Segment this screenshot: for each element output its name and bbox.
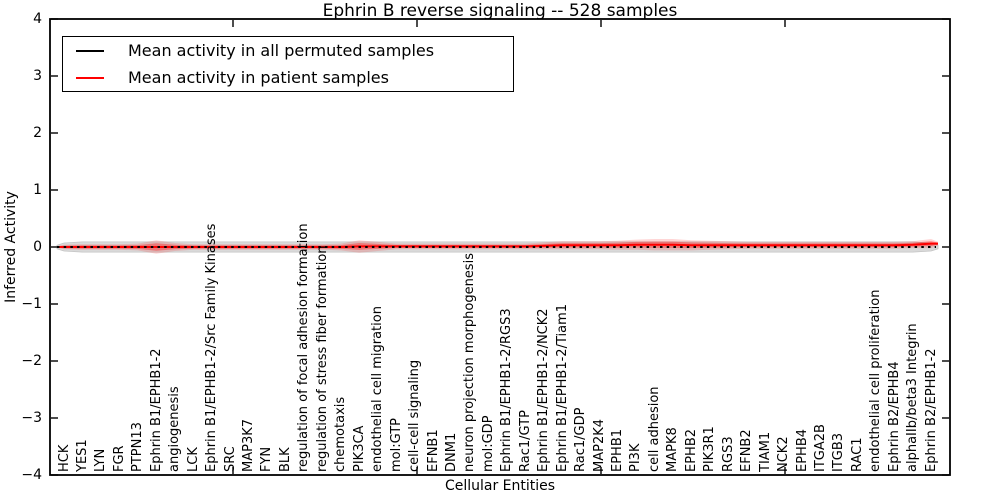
axes-spines — [49, 18, 951, 476]
y-tick-label: −4 — [21, 467, 42, 483]
y-tick-label: 4 — [33, 11, 42, 27]
x-tick-label: regulation of focal adhesion formation — [296, 223, 312, 472]
x-tick-label: Ephrin B2/EPHB1-2 — [923, 348, 939, 472]
x-tick-label: alphaIIb/beta3 Integrin — [905, 323, 921, 472]
legend: Mean activity in all permuted samples Me… — [62, 36, 514, 92]
x-tick-label: Ephrin B1/EPHB1-2/Src Family Kinases — [204, 223, 220, 472]
x-tick-label: ITGB3 — [831, 432, 847, 472]
legend-item-patient: Mean activity in patient samples — [63, 64, 513, 91]
x-tick-label: BLK — [277, 447, 293, 472]
x-tick-label: SRC — [222, 446, 238, 472]
x-tick-label: RGS3 — [720, 436, 736, 472]
y-tick-label: −2 — [21, 353, 42, 369]
legend-label: Mean activity in all permuted samples — [128, 41, 435, 60]
x-tick-label: LYN — [93, 448, 109, 472]
y-tick-label: 3 — [33, 68, 42, 84]
permuted-line-swatch — [76, 49, 104, 52]
x-tick-label: endothelial cell proliferation — [868, 289, 884, 473]
x-tick-label: EFNB1 — [425, 429, 441, 472]
x-tick-label: endothelial cell migration — [370, 306, 386, 472]
x-tick-label: EPHB1 — [610, 428, 625, 472]
x-tick-label: Ephrin B1/EPHB1-2/NCK2 — [536, 308, 552, 472]
x-tick-label: PI3K — [628, 443, 644, 472]
x-tick-label: Ephrin B1/EPHB1-2/Tiam1 — [554, 303, 570, 472]
x-tick-label: EPHB4 — [794, 428, 810, 472]
y-tick-label: 2 — [33, 125, 42, 141]
x-tick-label: angiogenesis — [167, 386, 183, 472]
x-tick-label: MAPK8 — [665, 427, 681, 472]
x-axis-label: Cellular Entities — [444, 478, 556, 494]
x-tick-label: PIK3CA — [351, 425, 367, 472]
patient-mean-line — [57, 242, 938, 248]
x-tick-label: FYN — [259, 446, 275, 472]
x-tick-label: PIK3R1 — [702, 426, 718, 472]
y-tick-label: 0 — [33, 239, 42, 255]
x-tick-label: NCK2 — [776, 436, 792, 472]
x-tick-label: MAP3K7 — [241, 418, 256, 472]
x-tick-label: regulation of stress fiber formation — [314, 245, 330, 472]
legend-label: Mean activity in patient samples — [128, 68, 389, 87]
x-tick-label: LCK — [185, 447, 201, 472]
x-tick-label: Ephrin B2/EPHB4 — [886, 361, 902, 472]
x-tick-label: chemotaxis — [333, 396, 349, 472]
x-tick-label: mol:GDP — [480, 415, 496, 472]
x-tick-label: Rac1/GTP — [517, 410, 533, 472]
x-tick-label: RAC1 — [849, 437, 865, 472]
x-tick-label: Ephrin B1/EPHB1-2 — [148, 348, 164, 472]
x-tick-label: EPHB2 — [683, 428, 699, 472]
x-tick-label: YES1 — [74, 439, 90, 472]
x-tick-label: DNM1 — [443, 432, 459, 472]
chart-title: Ephrin B reverse signaling -- 528 sample… — [322, 1, 678, 21]
x-tick-label: MAP2K4 — [591, 418, 607, 472]
x-tick-label: neuron projection morphogenesis — [462, 253, 478, 472]
x-tick-label: Rac1/GDP — [573, 407, 589, 472]
x-tick-label: EFNB2 — [739, 429, 755, 472]
patient-line-swatch — [76, 76, 104, 79]
y-tick-label: 1 — [33, 182, 42, 198]
x-tick-label: Ephrin B1/EPHB1-2/RGS3 — [499, 308, 515, 472]
x-tick-label: HCK — [56, 444, 72, 472]
x-tick-label: ITGA2B — [812, 424, 828, 472]
x-tick-label: TIAM1 — [757, 431, 773, 472]
x-tick-label: PTPN13 — [130, 422, 146, 472]
x-tick-label: FGR — [111, 445, 127, 472]
legend-item-permuted: Mean activity in all permuted samples — [63, 37, 513, 64]
y-tick-label: −1 — [21, 296, 42, 312]
x-tick-label: cell adhesion — [646, 386, 662, 472]
y-tick-label: −3 — [21, 410, 42, 426]
x-tick-label: cell-cell signaling — [407, 359, 423, 472]
x-tick-label: mol:GTP — [388, 418, 404, 472]
